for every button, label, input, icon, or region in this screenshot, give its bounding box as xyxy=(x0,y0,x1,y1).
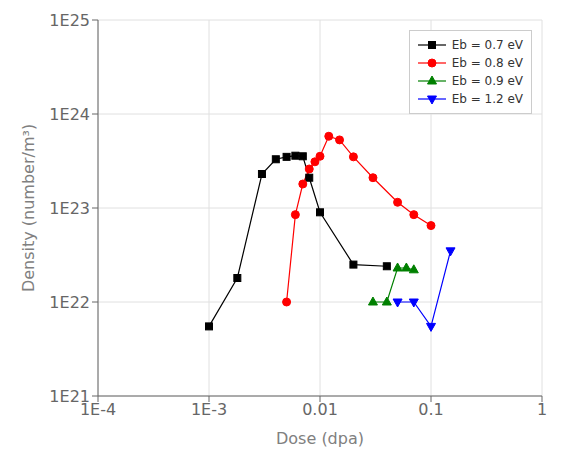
svg-text:0.01: 0.01 xyxy=(302,400,338,419)
svg-text:1E-3: 1E-3 xyxy=(191,400,227,419)
svg-text:1: 1 xyxy=(537,400,547,419)
svg-text:1E21: 1E21 xyxy=(49,387,90,406)
svg-text:1E25: 1E25 xyxy=(49,11,90,30)
svg-text:0.1: 0.1 xyxy=(418,400,443,419)
html-text:Eb = 1.2 eV: Eb = 1.2 eV xyxy=(451,92,523,106)
svg-text:Density (number/m³): Density (number/m³) xyxy=(19,124,38,292)
html-text:Eb = 0.9 eV: Eb = 0.9 eV xyxy=(451,74,523,88)
html-text:Eb = 0.7 eV: Eb = 0.7 eV xyxy=(451,38,523,52)
svg-text:1E23: 1E23 xyxy=(49,199,90,218)
html-text:Eb = 0.8 eV: Eb = 0.8 eV xyxy=(451,56,523,70)
svg-text:Dose (dpa): Dose (dpa) xyxy=(276,429,364,448)
svg-text:1E22: 1E22 xyxy=(49,293,90,312)
svg-text:1E-4: 1E-4 xyxy=(79,400,117,420)
svg-text:1E24: 1E24 xyxy=(49,105,90,124)
